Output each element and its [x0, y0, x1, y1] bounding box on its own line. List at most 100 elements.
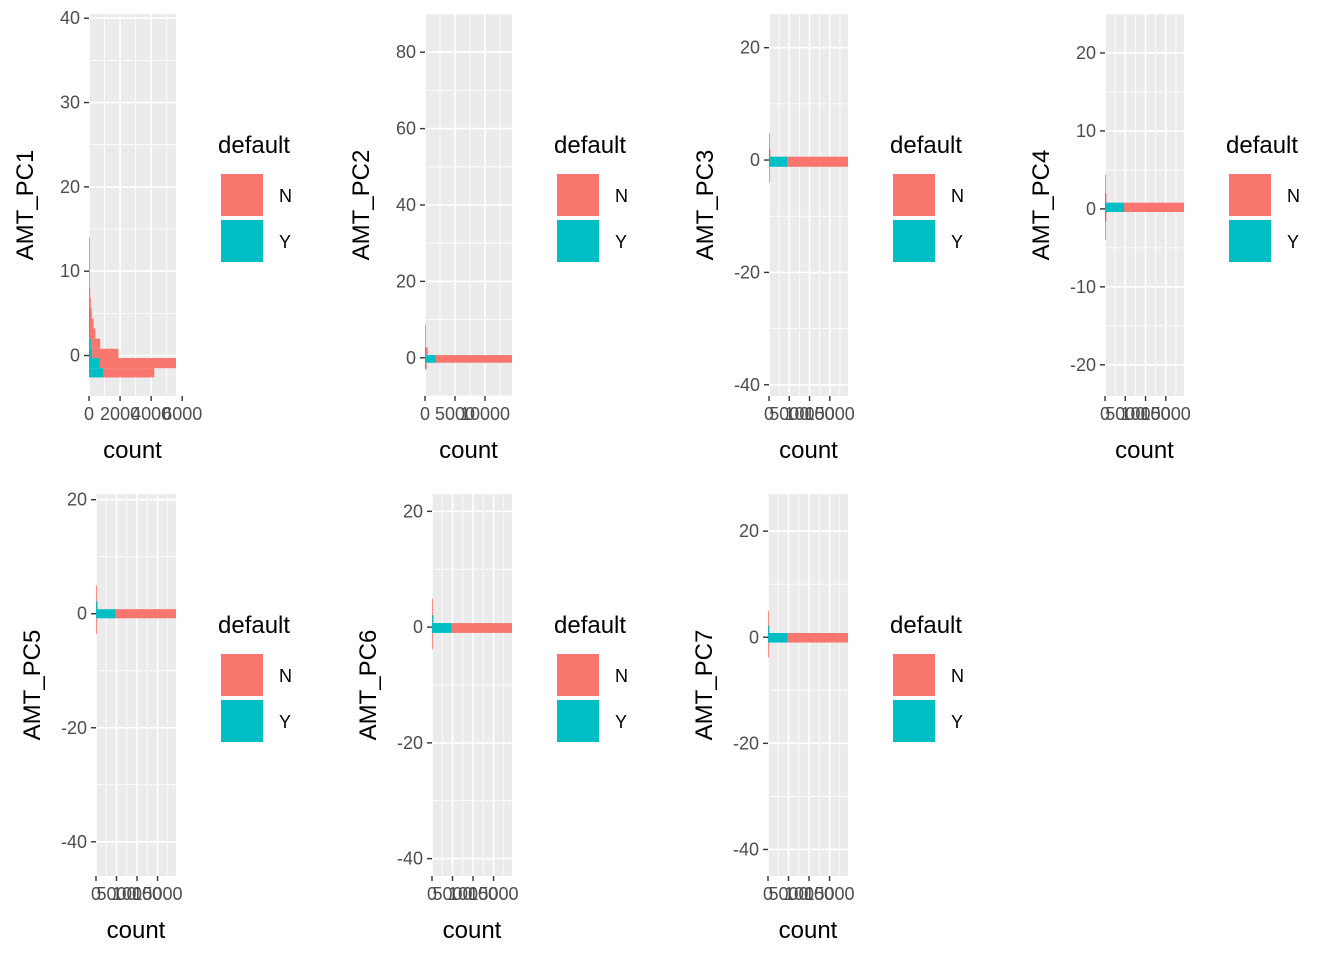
legend-key-N — [1229, 174, 1271, 216]
legend-title: default — [218, 612, 290, 639]
panel-background — [96, 494, 176, 876]
bar-N — [432, 614, 434, 624]
x-tick-label: 5000 — [432, 884, 472, 904]
chart-panel-5: -40-20020050001000015000countAMT_PC5defa… — [19, 490, 292, 944]
bar-N — [89, 298, 91, 309]
bar-N — [102, 368, 155, 378]
bar-Y — [768, 625, 769, 634]
bar-N — [96, 585, 97, 594]
legend-label-N: N — [1287, 186, 1300, 206]
y-tick-label: 40 — [60, 8, 80, 28]
bar-N — [425, 362, 427, 370]
x-tick-label: 15000 — [469, 884, 519, 904]
bar-N — [769, 140, 770, 149]
x-tick-label: 15000 — [1141, 404, 1191, 424]
legend-title: default — [890, 132, 962, 159]
bar-N — [92, 348, 119, 359]
legend-label-N: N — [615, 666, 628, 686]
bar-Y — [89, 358, 100, 369]
x-tick-label: 10000 — [1120, 404, 1170, 424]
bar-Y — [425, 362, 426, 370]
legend-label-Y: Y — [1287, 232, 1299, 252]
legend-label-Y: Y — [279, 232, 291, 252]
legend-label-Y: Y — [615, 232, 627, 252]
legend-key-Y — [557, 220, 599, 262]
y-tick-label: 20 — [67, 490, 87, 510]
x-axis-title: count — [779, 437, 838, 464]
x-axis-title: count — [1115, 437, 1174, 464]
bar-N — [787, 633, 848, 643]
x-axis-title: count — [107, 917, 166, 944]
y-tick-label: 20 — [60, 177, 80, 197]
x-tick-label: 0 — [764, 404, 774, 424]
legend-label-Y: Y — [951, 712, 963, 732]
bar-Y — [425, 347, 426, 356]
y-tick-label: 0 — [77, 604, 87, 624]
bar-N — [115, 609, 176, 619]
y-tick-label: -40 — [734, 375, 760, 395]
chart-panel-6: -40-20020050001000015000countAMT_PC6defa… — [355, 494, 628, 944]
y-tick-label: -40 — [733, 839, 759, 859]
bar-Y — [769, 156, 788, 167]
x-tick-label: 10000 — [784, 884, 834, 904]
bar-Y — [89, 308, 90, 319]
y-tick-label: 40 — [396, 195, 416, 215]
y-tick-label: 20 — [403, 501, 423, 521]
bar-Y — [89, 348, 93, 359]
y-axis-title: AMT_PC2 — [348, 150, 375, 261]
chart-panel-3: -40-20020050001000015000countAMT_PC3defa… — [692, 14, 964, 464]
bar-N — [1105, 230, 1106, 241]
bar-Y — [96, 601, 97, 610]
bar-N — [769, 133, 770, 141]
x-axis-title: count — [439, 437, 498, 464]
legend-label-N: N — [279, 186, 292, 206]
bar-N — [1124, 202, 1184, 213]
x-tick-label: 10000 — [448, 884, 498, 904]
y-tick-label: -40 — [397, 849, 423, 869]
bar-Y — [432, 623, 452, 633]
bar-N — [96, 593, 97, 602]
y-axis-title: AMT_PC3 — [692, 150, 719, 261]
bar-N — [425, 332, 426, 340]
y-tick-label: 20 — [1076, 43, 1096, 63]
legend-key-Y — [221, 220, 263, 262]
bar-N — [89, 328, 96, 339]
y-tick-label: -20 — [734, 262, 760, 282]
bar-N — [451, 623, 512, 633]
bar-N — [432, 606, 433, 615]
bar-N — [96, 618, 97, 627]
legend-label-N: N — [951, 666, 964, 686]
legend-key-N — [557, 654, 599, 696]
bar-N — [89, 277, 90, 289]
bar-N — [89, 247, 90, 258]
bar-Y — [425, 355, 436, 363]
y-tick-label: 20 — [396, 271, 416, 291]
legend-key-Y — [893, 700, 935, 742]
bar-Y — [1105, 193, 1106, 203]
bar-N — [768, 625, 770, 634]
bar-Y — [1105, 212, 1106, 222]
bar-N — [89, 318, 94, 329]
y-tick-label: 0 — [406, 348, 416, 368]
bar-Y — [89, 368, 103, 378]
bar-N — [425, 324, 426, 333]
bar-Y — [432, 614, 433, 624]
legend-key-Y — [893, 220, 935, 262]
y-tick-label: 0 — [749, 627, 759, 647]
x-axis-title: count — [779, 917, 838, 944]
bar-N — [96, 601, 98, 610]
y-tick-label: 0 — [413, 617, 423, 637]
legend-label-N: N — [615, 186, 628, 206]
bar-N — [1105, 174, 1106, 184]
y-tick-label: 10 — [1076, 121, 1096, 141]
bar-N — [425, 347, 428, 356]
legend-key-N — [893, 654, 935, 696]
legend-title: default — [554, 132, 626, 159]
bar-N — [432, 632, 433, 642]
panel-background — [89, 14, 176, 396]
chart-panel-4: -20-1001020050001000015000countAMT_PC4de… — [1028, 13, 1300, 464]
bar-N — [99, 358, 176, 369]
y-tick-label: 0 — [750, 150, 760, 170]
